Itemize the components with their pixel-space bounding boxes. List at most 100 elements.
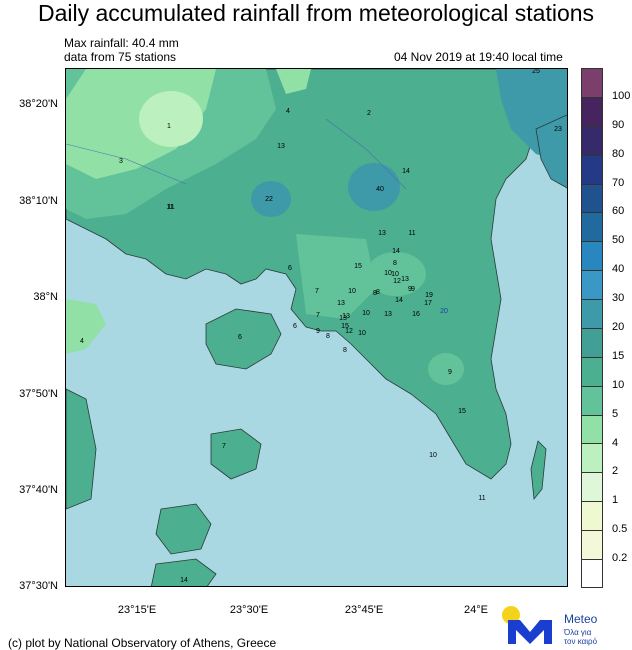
light-zone-east	[366, 252, 426, 296]
station-value: 25	[532, 69, 540, 75]
makronisos-island	[530, 440, 547, 501]
station-value: 9	[448, 369, 452, 376]
legend-level-label: 10	[612, 378, 625, 391]
light-zone-west-coast	[66, 299, 106, 354]
station-value: 6	[293, 323, 297, 330]
station-value: 15	[341, 323, 349, 330]
station-value: 16	[412, 311, 420, 318]
legend-level-label: 0.5	[612, 523, 628, 536]
station-value: 13	[342, 313, 350, 320]
legend-level-label: 90	[612, 118, 625, 131]
legend-swatch	[581, 154, 603, 184]
station-value: 15	[458, 408, 466, 415]
station-value: 9	[411, 286, 415, 293]
station-value: 1	[167, 123, 171, 130]
legend-swatch	[581, 183, 603, 213]
legend-level-label: 70	[612, 176, 625, 189]
sun-icon	[502, 606, 520, 624]
legend-swatch	[581, 385, 603, 415]
lat-label: 37°40'N	[19, 484, 58, 496]
rainfall-map: 1 4 2 25 23 3 13 14 40 22 11 13 11 14 15 8 10 12 10 13 9 6 7 8 1…	[65, 68, 568, 587]
legend-swatch	[581, 356, 603, 386]
legend-swatch	[581, 68, 603, 97]
station-value: 2	[367, 110, 371, 117]
station-value: 11	[166, 204, 173, 211]
station-value: 7	[316, 312, 320, 319]
legend-swatch	[581, 241, 603, 271]
station-value: 9	[408, 286, 412, 293]
river-line-2	[325, 118, 407, 190]
station-value: 10	[384, 270, 392, 277]
dark-zone-center	[251, 181, 291, 217]
lon-label: 23°45'E	[344, 604, 384, 616]
legend-level-label: 30	[612, 292, 625, 305]
legend-level-label: 2	[612, 465, 619, 478]
station-value: 9	[316, 328, 320, 335]
lat-label: 38°N	[33, 291, 58, 303]
very-light-zone	[139, 91, 203, 147]
station-value: 8	[373, 290, 377, 297]
legend-swatch	[581, 270, 603, 299]
station-value: 7	[315, 288, 319, 295]
station-value: 23	[554, 126, 562, 133]
station-value: 14	[402, 168, 410, 175]
station-value: 19	[425, 292, 433, 299]
station-value: 7	[222, 443, 226, 450]
station-value: 10	[391, 271, 399, 278]
legend-level-label: 60	[612, 205, 625, 218]
lat-label: 38°20'N	[19, 98, 58, 110]
legend-swatch	[581, 212, 603, 242]
map-title: Daily accumulated rainfall from meteorol…	[37, 0, 595, 26]
color-legend	[581, 68, 603, 588]
legend-swatch	[581, 501, 603, 530]
station-value: 4	[286, 108, 290, 115]
station-value: 8	[393, 260, 397, 267]
station-value: 14	[392, 248, 400, 255]
meteo-logo	[502, 606, 552, 644]
legend-level-label: 0.2	[612, 552, 628, 565]
legend-swatch	[581, 443, 603, 473]
station-value: 17	[424, 300, 432, 307]
legend-swatch	[581, 472, 603, 502]
legend-swatch	[581, 327, 603, 357]
station-value: 12	[345, 328, 353, 335]
station-value: 13	[337, 300, 345, 307]
logo-tagline: Όλα για τον καιρό	[564, 628, 597, 646]
legend-swatch	[581, 530, 603, 559]
station-value: 11	[408, 230, 415, 237]
legend-level-label: 100	[612, 89, 631, 102]
legend-swatch	[581, 558, 603, 588]
station-value: 3	[119, 158, 123, 165]
station-value: 20	[440, 308, 448, 315]
station-value: 11	[167, 204, 174, 211]
legend-level-label: 1	[612, 494, 619, 507]
station-value: 13	[339, 315, 347, 322]
light-zone-center	[296, 234, 376, 319]
station-value: 15	[354, 263, 362, 270]
station-value: 10	[358, 330, 366, 337]
lon-label: 23°15'E	[117, 604, 157, 616]
legend-level-label: 4	[612, 436, 619, 449]
station-value: 13	[378, 230, 386, 237]
south-island	[151, 558, 217, 586]
light-zone-top	[276, 69, 311, 94]
euboea-coast	[535, 114, 567, 189]
station-value: 40	[376, 186, 384, 193]
station-value: 11	[478, 495, 485, 502]
legend-swatch	[581, 414, 603, 444]
legend-level-label: 50	[612, 234, 625, 247]
station-value: 8	[326, 333, 330, 340]
station-value: 6	[238, 334, 242, 341]
legend-level-label: 15	[612, 349, 625, 362]
southwest-peninsula	[66, 388, 97, 510]
station-value: 13	[277, 143, 285, 150]
lat-label: 37°50'N	[19, 388, 58, 400]
station-value: 13	[384, 311, 392, 318]
timestamp-text: 04 Nov 2019 at 19:40 local time	[394, 50, 563, 64]
station-value: 10	[362, 310, 370, 317]
station-value: 13	[401, 276, 409, 283]
station-value: 10	[348, 288, 356, 295]
river-line	[66, 143, 187, 185]
lat-label: 37°30'N	[19, 580, 58, 592]
legend-swatch	[581, 96, 603, 126]
